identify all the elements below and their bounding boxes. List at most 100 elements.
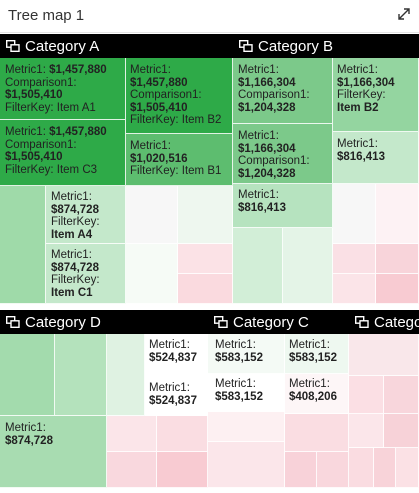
drill-down-icon <box>6 40 20 52</box>
treemap-tile[interactable] <box>349 448 374 488</box>
drill-down-icon <box>355 316 369 328</box>
treemap-tile[interactable]: Metric1: $1,166,304 FilterKey: Item B2 <box>333 58 419 132</box>
comparison1-value: $1,204,328 <box>238 101 296 114</box>
treemap-tile[interactable]: Metric1: $1,020,516 FilterKey: Item B1 <box>126 134 233 186</box>
metric1-value: $583,152 <box>215 390 263 403</box>
treemap-tile[interactable]: Metric1: $874,728 <box>0 416 107 488</box>
treemap-tile[interactable] <box>107 334 145 416</box>
tile-label: Metric1: $524,837 <box>149 382 197 407</box>
treemap-tile[interactable]: Metric1: $874,728 FilterKey: Item A4 <box>46 186 126 244</box>
metric1-label: Metric1: <box>5 422 46 434</box>
treemap-tile[interactable] <box>349 334 419 376</box>
treemap-tile[interactable] <box>126 186 178 244</box>
visual-title: Tree map 1 <box>8 7 85 24</box>
category-header[interactable]: Category B <box>233 34 419 58</box>
category-label: Category A <box>25 38 100 55</box>
treemap-tile[interactable] <box>376 244 419 274</box>
metric1-value: $1,457,880 <box>49 126 107 138</box>
treemap-tile[interactable] <box>374 448 396 488</box>
treemap-tile[interactable]: Metric1: $816,413 <box>233 184 333 228</box>
treemap-tile[interactable] <box>384 376 419 414</box>
treemap-tile[interactable] <box>126 244 178 304</box>
treemap-tile[interactable]: Metric1: $524,837 <box>145 378 208 416</box>
category-header[interactable]: Category D <box>0 310 208 334</box>
category-header[interactable]: Category A <box>0 34 233 58</box>
treemap-tile[interactable] <box>157 416 208 452</box>
treemap-tile[interactable]: Metric1: $816,413 <box>333 132 419 184</box>
comparison1-value: $1,505,410 <box>5 151 63 163</box>
filter-key-label: FilterKey: <box>130 114 182 126</box>
category-header[interactable]: Category C <box>208 310 349 334</box>
filter-key-value: Item A1 <box>56 101 96 114</box>
treemap-tile[interactable]: Metric1: $1,166,304 Comparison1: $1,204,3… <box>233 58 333 124</box>
filter-key-value: Item B2 <box>337 101 379 114</box>
treemap-tile[interactable] <box>0 186 46 304</box>
metric1-value: $1,457,880 <box>130 76 188 89</box>
treemap-tile[interactable] <box>285 414 349 452</box>
tile-label: Metric1: $1,020,516 FilterKey: Item B1 <box>130 140 221 178</box>
treemap-tile[interactable] <box>0 334 55 416</box>
treemap-tile[interactable]: Metric1: $583,152 <box>285 334 349 374</box>
metric1-label: Metric1: <box>337 64 378 76</box>
metric1-label: Metric1: <box>215 339 256 351</box>
treemap-tile[interactable] <box>333 184 376 244</box>
tile-label: Metric1: $816,413 <box>238 189 286 214</box>
comparison1-label: Comparison1: <box>5 138 77 151</box>
metric1-label: Metric1: <box>289 339 330 351</box>
treemap-tile[interactable] <box>349 414 384 448</box>
metric1-value: $524,837 <box>149 351 197 364</box>
treemap-tile[interactable] <box>333 274 376 304</box>
comparison1-value: $1,505,410 <box>130 101 188 114</box>
treemap-tile[interactable] <box>376 274 419 304</box>
treemap-tile[interactable] <box>178 244 233 274</box>
drill-down-icon <box>214 316 228 328</box>
treemap-tile[interactable] <box>178 274 233 304</box>
treemap-tile[interactable] <box>285 452 317 488</box>
treemap-tile[interactable]: Metric1: $1,457,880 Comparison1: $1,505,4… <box>0 120 126 186</box>
category-header[interactable]: Catego <box>349 310 419 334</box>
filter-key-value: Item C3 <box>56 163 98 176</box>
treemap-tile[interactable]: Metric1: $583,152 <box>208 374 285 412</box>
tile-label: Metric1: $816,413 <box>337 138 385 163</box>
metric1-value: $816,413 <box>337 150 385 163</box>
tile-label: Metric1: $583,152 <box>215 339 263 364</box>
treemap-tile[interactable] <box>178 186 233 244</box>
metric1-label: Metric1: <box>5 64 50 76</box>
treemap-tile[interactable] <box>107 452 157 488</box>
metric1-value: $408,206 <box>289 390 337 403</box>
tile-label: Metric1: $1,457,880 Comparison1: $1,505,4… <box>5 64 107 114</box>
tile-label: Metric1: $1,166,304 Comparison1: $1,204,3… <box>238 130 310 180</box>
treemap-tile[interactable] <box>233 228 283 304</box>
treemap-tile[interactable] <box>208 412 285 442</box>
metric1-value: $524,837 <box>149 394 197 407</box>
treemap-tile[interactable]: Metric1: $583,152 <box>208 334 285 374</box>
metric1-label: Metric1: <box>238 189 279 201</box>
filter-key-value: Item A4 <box>51 228 93 241</box>
tile-label: Metric1: $1,457,880 Comparison1: $1,505,4… <box>5 126 107 176</box>
treemap-tile[interactable] <box>333 244 376 274</box>
drill-down-icon <box>239 40 253 52</box>
treemap-tile[interactable] <box>349 376 384 414</box>
metric1-value: $583,152 <box>215 351 263 364</box>
expand-diagonal-icon[interactable] <box>396 6 412 22</box>
treemap-tile[interactable]: Metric1: $1,457,880 Comparison1: $1,505,4… <box>126 58 233 134</box>
treemap-tile[interactable] <box>107 416 157 452</box>
category-label: Category B <box>258 38 334 55</box>
treemap-chart: Category A Metric1: $1,457,880 Comparison1… <box>0 34 419 493</box>
treemap-tile[interactable]: Metric1: $524,837 <box>145 334 208 378</box>
treemap-tile[interactable] <box>55 334 107 416</box>
treemap-tile[interactable]: Metric1: $874,728 FilterKey: Item C1 <box>46 244 126 304</box>
treemap-tile[interactable] <box>384 414 419 448</box>
filter-key-label: FilterKey: <box>51 274 100 286</box>
treemap-tile[interactable]: Metric1: $408,206 <box>285 374 349 414</box>
treemap-tile[interactable] <box>157 452 208 488</box>
treemap-tile[interactable] <box>396 448 419 488</box>
tile-label: Metric1: $1,457,880 Comparison1: $1,505,4… <box>130 64 221 127</box>
treemap-tile[interactable]: Metric1: $1,457,880 Comparison1: $1,505,4… <box>0 58 126 120</box>
treemap-tile[interactable] <box>317 452 349 488</box>
metric1-label: Metric1: <box>149 339 190 351</box>
treemap-tile[interactable] <box>283 228 333 304</box>
treemap-tile[interactable] <box>208 442 285 488</box>
treemap-tile[interactable] <box>376 184 419 244</box>
treemap-tile[interactable]: Metric1: $1,166,304 Comparison1: $1,204,3… <box>233 124 333 184</box>
